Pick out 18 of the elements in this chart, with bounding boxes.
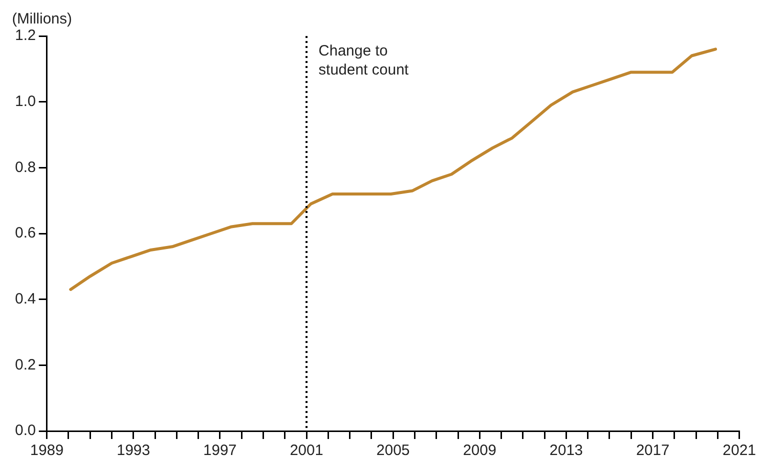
y-tick-label: 0.2: [14, 356, 36, 374]
y-axis-title: (Millions): [12, 10, 72, 28]
x-tick-label: 2001: [290, 442, 324, 460]
y-tick-label: 1.2: [14, 27, 36, 44]
y-tick-label: 0.6: [14, 224, 36, 242]
y-tick-label: 1.0: [14, 92, 36, 110]
x-tick-label: 2013: [550, 442, 583, 460]
y-tick-label: 0.0: [14, 422, 36, 440]
x-tick-label: 1993: [116, 442, 150, 460]
ref-line-label: Change to student count: [318, 42, 410, 79]
x-tick-label: 2021: [722, 442, 756, 460]
y-tick-label: 0.8: [14, 158, 36, 176]
x-tick-label: 2017: [636, 442, 670, 460]
x-tick-label: 2009: [462, 442, 496, 460]
x-tick-label: 2005: [376, 442, 410, 460]
x-tick-label: 1989: [30, 442, 64, 460]
y-tick-label: 0.4: [14, 290, 36, 308]
x-tick-label: 1997: [203, 442, 237, 460]
